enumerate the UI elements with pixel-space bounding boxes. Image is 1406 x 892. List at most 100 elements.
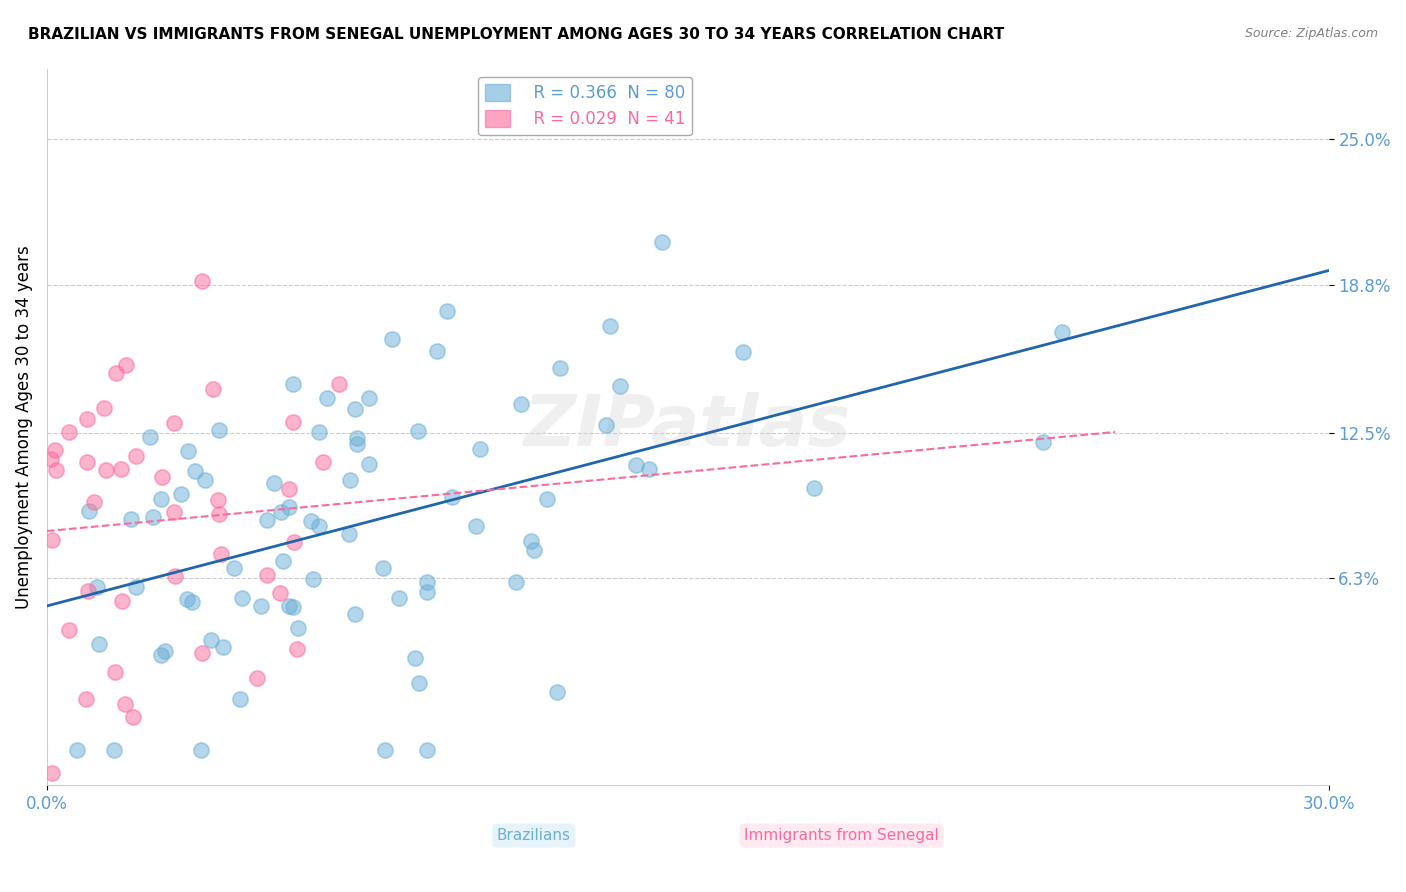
Point [125, 580, 148, 594]
Point [263, 475, 285, 490]
Text: Immigrants from Senegal: Immigrants from Senegal [744, 828, 939, 843]
Point [150, 470, 173, 484]
Point [269, 586, 291, 600]
Point [803, 481, 825, 495]
Point [346, 437, 368, 451]
Point [163, 568, 186, 582]
Point [77, 584, 100, 599]
Point [111, 593, 134, 607]
Point [308, 425, 330, 439]
Point [41, 766, 63, 780]
Point [408, 676, 430, 690]
Point [277, 482, 299, 496]
Point [207, 492, 229, 507]
Text: Source: ZipAtlas.com: Source: ZipAtlas.com [1244, 27, 1378, 40]
Point [344, 401, 367, 416]
Point [170, 487, 193, 501]
Point [115, 358, 138, 372]
Point [343, 607, 366, 621]
Point [246, 671, 269, 685]
Point [523, 543, 546, 558]
Point [1050, 325, 1073, 339]
Point [550, 361, 572, 376]
Point [193, 473, 215, 487]
Point [308, 518, 330, 533]
Point [536, 491, 558, 506]
Point [468, 442, 491, 457]
Point [124, 450, 146, 464]
Text: ZIPatlas: ZIPatlas [524, 392, 852, 461]
Point [256, 513, 278, 527]
Point [208, 423, 231, 437]
Point [45, 462, 67, 476]
Point [76, 455, 98, 469]
Point [163, 505, 186, 519]
Point [416, 743, 439, 757]
Point [404, 651, 426, 665]
Text: BRAZILIAN VS IMMIGRANTS FROM SENEGAL UNEMPLOYMENT AMONG AGES 30 TO 34 YEARS CORR: BRAZILIAN VS IMMIGRANTS FROM SENEGAL UNE… [28, 27, 1004, 42]
Point [103, 743, 125, 757]
Point [328, 377, 350, 392]
Point [44, 443, 66, 458]
Point [256, 567, 278, 582]
Point [150, 648, 173, 663]
Point [58, 624, 80, 638]
Point [519, 533, 541, 548]
Point [122, 710, 145, 724]
Point [281, 415, 304, 429]
Point [66, 743, 89, 757]
Point [41, 533, 63, 548]
Point [139, 429, 162, 443]
Point [302, 572, 325, 586]
Point [83, 495, 105, 509]
Point [229, 692, 252, 706]
Point [200, 632, 222, 647]
Point [104, 665, 127, 679]
Point [357, 458, 380, 472]
Point [94, 463, 117, 477]
Point [250, 599, 273, 613]
Point [153, 644, 176, 658]
Point [546, 684, 568, 698]
Point [181, 595, 204, 609]
Point [202, 382, 225, 396]
Point [177, 443, 200, 458]
Point [638, 462, 661, 476]
Point [75, 691, 97, 706]
Point [380, 332, 402, 346]
Point [283, 600, 305, 615]
Point [209, 547, 232, 561]
Point [510, 397, 533, 411]
Point [416, 574, 439, 589]
Point [208, 507, 231, 521]
Point [371, 561, 394, 575]
Point [110, 462, 132, 476]
Point [76, 411, 98, 425]
Point [651, 235, 673, 250]
Point [505, 574, 527, 589]
Point [316, 391, 339, 405]
Point [191, 274, 214, 288]
Point [58, 425, 80, 440]
Point [79, 504, 101, 518]
Point [163, 416, 186, 430]
Legend:   R = 0.366  N = 80,   R = 0.029  N = 41: R = 0.366 N = 80, R = 0.029 N = 41 [478, 77, 692, 135]
Point [357, 392, 380, 406]
Point [142, 510, 165, 524]
Point [270, 505, 292, 519]
Point [89, 637, 111, 651]
Point [271, 554, 294, 568]
Point [337, 527, 360, 541]
Point [287, 620, 309, 634]
Point [426, 343, 449, 358]
Point [465, 518, 488, 533]
Point [191, 646, 214, 660]
Point [374, 743, 396, 757]
Point [184, 464, 207, 478]
Point [406, 425, 429, 439]
Point [339, 474, 361, 488]
Y-axis label: Unemployment Among Ages 30 to 34 years: Unemployment Among Ages 30 to 34 years [15, 245, 32, 608]
Point [312, 455, 335, 469]
Point [222, 561, 245, 575]
Point [609, 378, 631, 392]
